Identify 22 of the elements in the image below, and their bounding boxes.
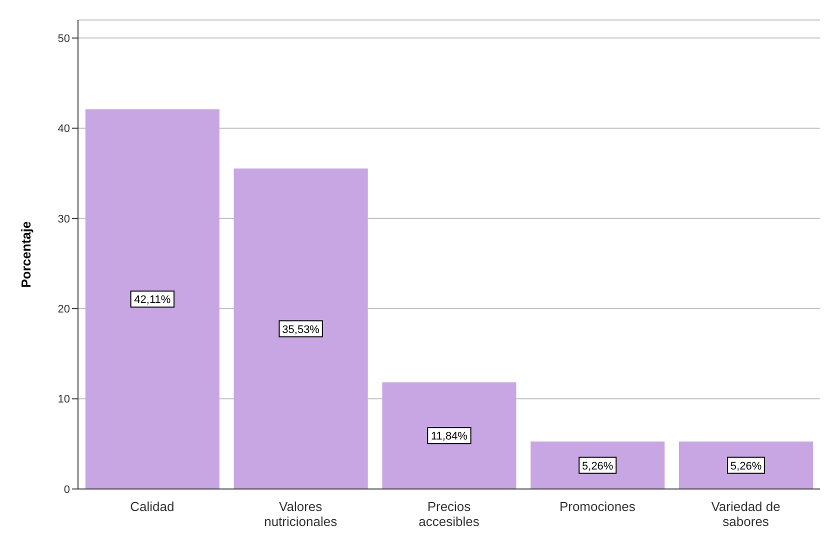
data-label: 5,26% [730, 460, 762, 472]
bar [234, 168, 368, 489]
data-label: 5,26% [582, 460, 614, 472]
bar [530, 442, 665, 489]
bar [679, 442, 814, 489]
y-tick-label: 10 [58, 394, 70, 406]
x-tick-label: Variedad de sabores [711, 499, 780, 529]
bar [85, 109, 220, 489]
data-label: 42,11% [134, 294, 171, 306]
data-label: 11,84% [430, 430, 468, 443]
y-tick-label: 20 [58, 304, 70, 316]
x-tick-label: Calidad [130, 499, 174, 514]
y-tick-label: 30 [58, 213, 70, 226]
x-tick-label: Promociones [559, 499, 636, 514]
x-tick-label: Valores nutricionales [264, 499, 338, 529]
y-axis-title: Porcentaje [18, 221, 34, 288]
x-tick-label: Precios accesibles [418, 499, 480, 529]
y-tick-label: 50 [58, 32, 70, 45]
y-tick-label: 0 [64, 484, 70, 496]
bar [382, 382, 516, 489]
data-label: 35,53% [282, 324, 320, 336]
y-tick-label: 40 [58, 123, 70, 136]
